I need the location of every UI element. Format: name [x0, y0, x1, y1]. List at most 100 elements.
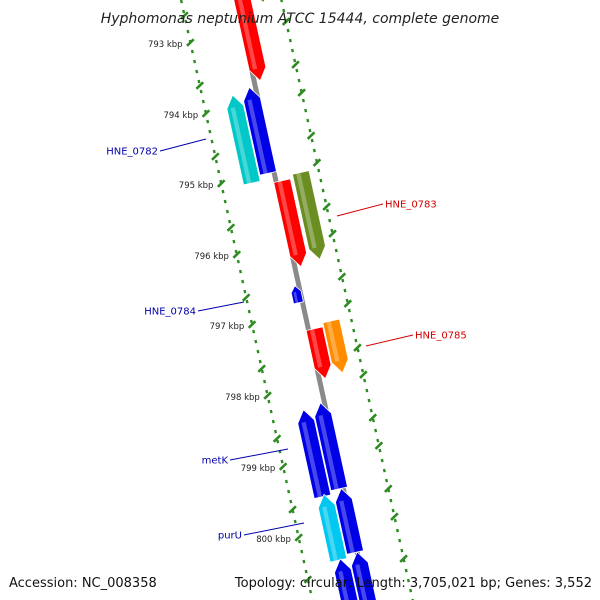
minor-tick-left: [287, 489, 291, 494]
minor-tick-left: [201, 99, 205, 104]
gene-label: metK: [202, 456, 229, 467]
tick-label-kbp: 799 kbp: [241, 464, 276, 474]
minor-tick-right: [301, 98, 305, 103]
minor-tick-left: [269, 409, 273, 414]
major-tick-right: [337, 272, 347, 281]
major-tick-right: [281, 17, 291, 26]
major-tick-left: [272, 434, 282, 443]
gene-arrow-r2: [243, 86, 277, 176]
major-tick-right: [328, 229, 337, 238]
gene-arrow-f4: [291, 170, 326, 261]
minor-tick-left: [256, 349, 260, 354]
gene-label-leader: [229, 448, 289, 461]
gene-label: HNE_0782: [106, 147, 158, 158]
minor-tick-right: [280, 0, 284, 3]
gene-arrow-r5-shine: [318, 414, 339, 490]
tick-label-kbp: 794 kbp: [163, 111, 198, 121]
gene-label: HNE_0784: [144, 307, 196, 318]
gene-arrow-f3-shine: [277, 180, 298, 256]
major-tick-right: [399, 554, 408, 563]
minor-tick-left: [190, 49, 194, 54]
gene-arrow-r8: [334, 558, 359, 600]
major-tick-right: [297, 88, 306, 97]
minor-tick-right: [282, 8, 286, 13]
gene-arrow-f6-shine: [326, 320, 340, 362]
gene-arrow-r5: [314, 402, 348, 492]
minor-tick-left: [208, 129, 212, 134]
minor-tick-right: [354, 338, 358, 343]
minor-tick-left: [234, 249, 238, 254]
minor-tick-right: [376, 438, 380, 443]
gene-arrow-r7-shine: [339, 500, 355, 554]
gene-arrow-r2-shine: [247, 99, 268, 175]
minor-tick-left: [225, 209, 229, 214]
gene-arrow-f5-body: [305, 326, 332, 380]
major-tick-left: [201, 109, 211, 118]
tick-label-kbp: 795 kbp: [179, 181, 214, 191]
major-tick-right: [359, 370, 368, 379]
minor-tick-left: [276, 439, 280, 444]
minor-tick-left: [302, 559, 306, 564]
minor-tick-right: [358, 358, 362, 363]
minor-tick-right: [339, 268, 343, 273]
minor-tick-right: [378, 448, 382, 453]
major-tick-left: [278, 462, 288, 471]
gene-label: HNE_0785: [415, 331, 467, 342]
gene-arrow-r9: [351, 551, 377, 600]
minor-tick-right: [385, 478, 389, 483]
major-tick-right: [384, 484, 393, 493]
gene-arrow-r1-body: [226, 94, 261, 186]
minor-tick-left: [258, 359, 262, 364]
minor-tick-right: [330, 228, 334, 233]
gene-arrow-r7: [335, 487, 364, 555]
major-tick-left: [186, 38, 195, 47]
gene-arrow-r5-body: [314, 402, 348, 492]
minor-tick-left: [221, 189, 225, 194]
minor-tick-left: [300, 549, 304, 554]
major-tick-left: [257, 364, 266, 373]
minor-tick-left: [228, 219, 232, 224]
minor-tick-left: [295, 529, 299, 534]
gene-arrow-f1-body: [233, 0, 267, 82]
minor-tick-left: [241, 279, 245, 284]
minor-tick-right: [393, 518, 397, 523]
minor-tick-right: [360, 368, 364, 373]
gene-arrow-r8-shine: [338, 570, 349, 600]
gene-label: purU: [218, 531, 242, 542]
minor-tick-right: [371, 418, 375, 423]
minor-tick-right: [288, 38, 292, 43]
gene-arrow-f4-body: [291, 170, 326, 261]
minor-tick-left: [260, 369, 264, 374]
gene-arrow-r1: [226, 94, 261, 186]
minor-tick-left: [206, 119, 210, 124]
major-tick-left: [247, 320, 257, 329]
gene-arrow-r7-body: [335, 487, 364, 555]
minor-tick-left: [249, 319, 253, 324]
gene-arrow-r6-body: [317, 493, 348, 563]
gene-arrow-r6-shine: [322, 506, 339, 562]
minor-tick-right: [325, 208, 329, 213]
minor-tick-right: [374, 428, 378, 433]
map-plot-area: 793 kbp 794 kbp 795 kbp 796 kbp 797 kbp 798 k…: [106, 0, 467, 600]
minor-tick-right: [293, 58, 297, 63]
minor-tick-right: [398, 538, 402, 543]
minor-tick-right: [365, 388, 369, 393]
gene-arrow-r4: [297, 409, 332, 499]
minor-tick-left: [280, 459, 284, 464]
minor-tick-left: [223, 199, 227, 204]
gene-arrow-r4-shine: [301, 421, 323, 498]
gene-arrow-f5-shine: [309, 328, 323, 368]
minor-tick-right: [297, 78, 301, 83]
tick-labels: 793 kbp 794 kbp 795 kbp 796 kbp 797 kbp 798 k…: [148, 40, 291, 545]
minor-tick-left: [214, 159, 218, 164]
minor-tick-right: [306, 118, 310, 123]
minor-tick-left: [298, 539, 302, 544]
minor-tick-right: [400, 548, 404, 553]
minor-tick-right: [341, 278, 345, 283]
minor-tick-left: [289, 499, 293, 504]
gene-arrow-f6-body: [322, 318, 349, 374]
gene-arrow-r3: [290, 285, 304, 305]
major-tick-left: [288, 505, 297, 514]
minor-tick-right: [404, 568, 408, 573]
